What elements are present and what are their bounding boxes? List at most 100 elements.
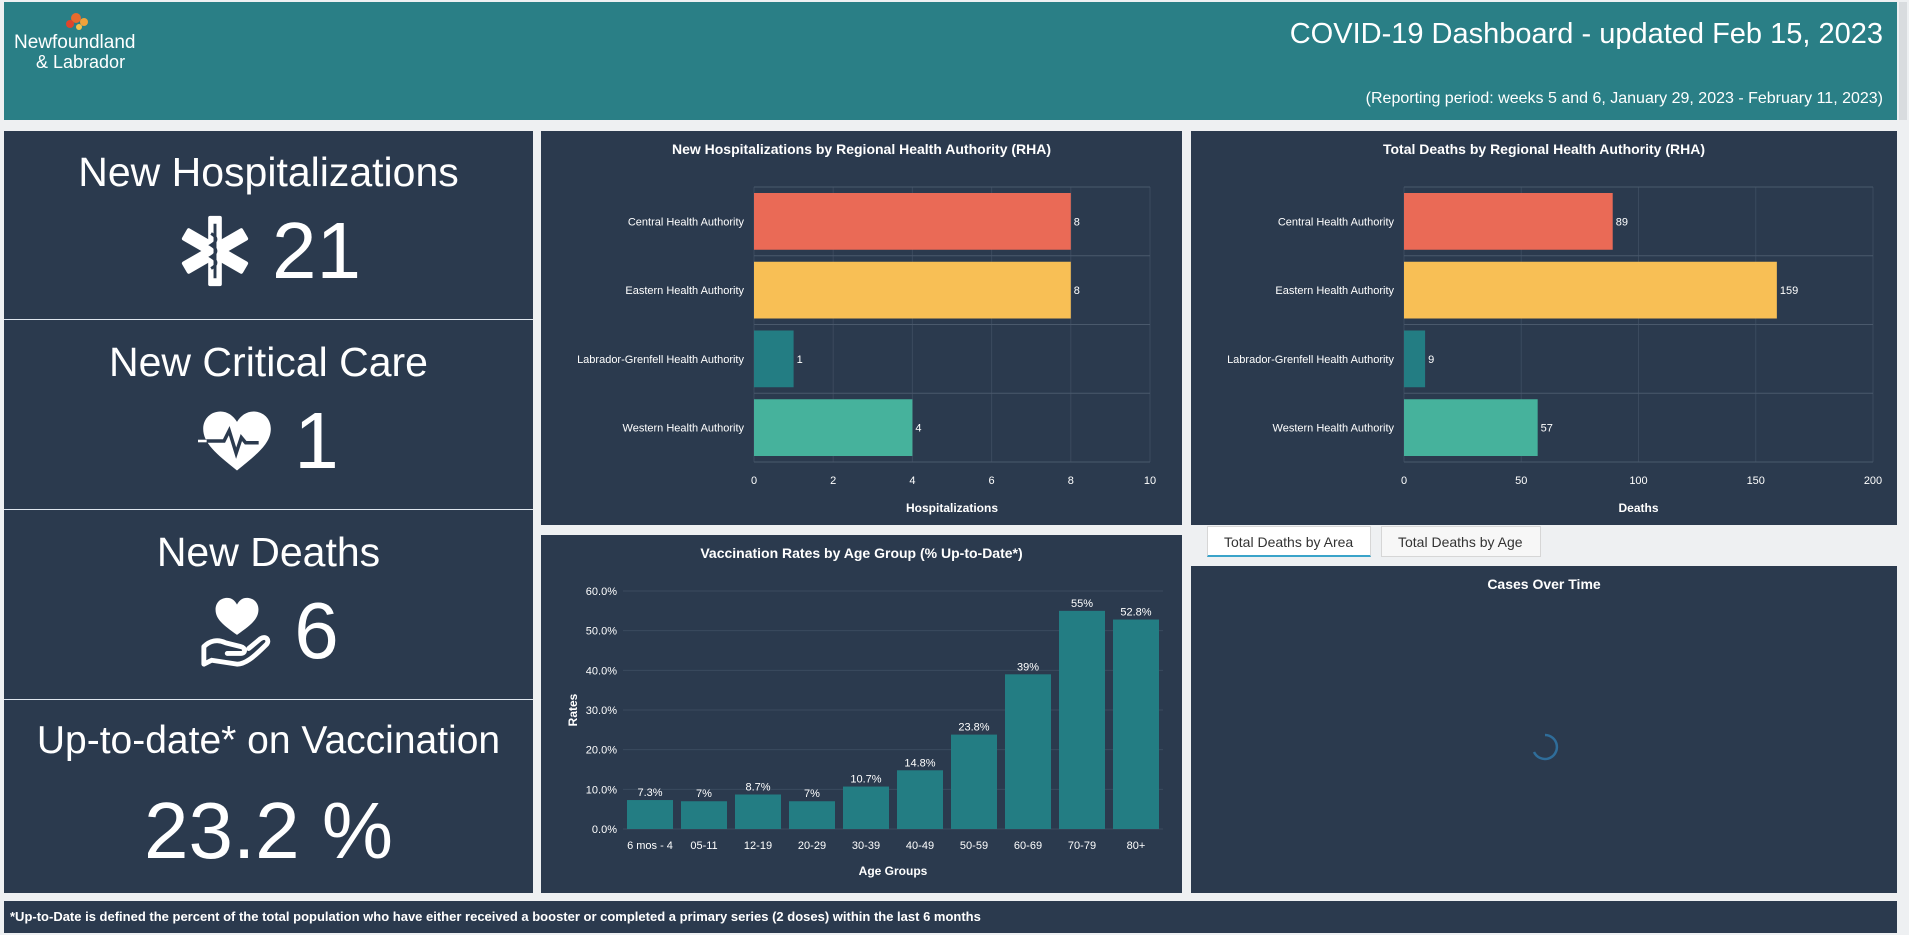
x-tick-label: 80+ xyxy=(1127,840,1146,852)
data-label: 57 xyxy=(1541,423,1553,435)
deaths-tabs: Total Deaths by Area Total Deaths by Age xyxy=(1207,526,1767,560)
x-tick-label: 40-49 xyxy=(906,840,934,852)
data-label: 39% xyxy=(1017,661,1039,673)
bar xyxy=(1005,674,1051,829)
kpi-value: 1 xyxy=(294,396,339,485)
x-tick-label: 100 xyxy=(1629,475,1647,487)
y-tick-label: 50.0% xyxy=(586,626,617,638)
bar xyxy=(1404,261,1777,319)
x-tick-label: 8 xyxy=(1068,475,1074,487)
chart-title: Vaccination Rates by Age Group (% Up-to-… xyxy=(700,545,1023,561)
kpi-value: 21 xyxy=(272,206,361,295)
kpi-value: 6 xyxy=(294,586,339,675)
data-label: 7% xyxy=(696,788,712,800)
page-title: COVID-19 Dashboard - updated Feb 15, 202… xyxy=(1289,18,1883,50)
data-label: 7% xyxy=(804,788,820,800)
kpi-title: Up-to-date* on Vaccination xyxy=(36,719,501,762)
category-label: Western Health Authority xyxy=(1273,423,1395,435)
chart-title: Total Deaths by Regional Health Authorit… xyxy=(1382,141,1705,157)
kpi-new-critical-care: New Critical Care 1 xyxy=(4,321,533,510)
kpi-title: New Hospitalizations xyxy=(78,149,459,195)
x-tick-label: 12-19 xyxy=(744,840,772,852)
bar xyxy=(1404,399,1538,456)
x-tick-label: 4 xyxy=(909,475,915,487)
kpi-column: New Hospitalizations 21 New Critical Car… xyxy=(4,131,533,893)
y-tick-label: 20.0% xyxy=(586,745,617,757)
x-tick-label: 6 xyxy=(989,475,995,487)
x-tick-label: 05-11 xyxy=(690,840,717,852)
x-axis-title: Age Groups xyxy=(859,864,928,878)
bar xyxy=(681,801,727,829)
vaccination-chart-panel: Vaccination Rates by Age Group (% Up-to-… xyxy=(541,535,1182,893)
bar xyxy=(843,786,889,829)
newfoundland-labrador-logo[interactable]: Newfoundland & Labrador xyxy=(8,8,148,78)
y-tick-label: 30.0% xyxy=(586,705,617,717)
x-tick-label: 70-79 xyxy=(1068,840,1096,852)
data-label: 159 xyxy=(1780,285,1798,297)
kpi-title: New Deaths xyxy=(156,529,381,575)
tab-total-deaths-by-area[interactable]: Total Deaths by Area xyxy=(1207,526,1371,557)
x-axis-title: Hospitalizations xyxy=(906,501,998,515)
data-label: 52.8% xyxy=(1120,607,1151,619)
deaths-chart-panel: Total Deaths by Regional Health Authorit… xyxy=(1191,131,1897,525)
x-tick-label: 10 xyxy=(1144,475,1156,487)
y-tick-label: 60.0% xyxy=(586,586,617,598)
bar xyxy=(789,801,835,829)
y-tick-label: 0.0% xyxy=(592,824,617,836)
category-label: Eastern Health Authority xyxy=(1275,285,1394,297)
data-label: 7.3% xyxy=(637,787,662,799)
vaccination-bar-chart: 0.0% 10.0% 20.0% 30.0% 40.0% 50.0% 60.0% 7.3% 6 … xyxy=(566,586,1163,878)
tab-total-deaths-by-age[interactable]: Total Deaths by Age xyxy=(1381,526,1541,557)
x-tick-label: 50 xyxy=(1515,475,1527,487)
kpi-title: New Critical Care xyxy=(109,339,428,385)
header-scrollbar[interactable] xyxy=(1899,2,1907,120)
dashboard-header: Newfoundland & Labrador COVID-19 Dashboa… xyxy=(4,2,1897,120)
bar xyxy=(1113,619,1159,829)
data-label: 89 xyxy=(1616,216,1628,228)
y-tick-label: 40.0% xyxy=(586,665,617,677)
data-label: 9 xyxy=(1428,354,1434,366)
x-tick-label: 2 xyxy=(830,475,836,487)
bar xyxy=(951,734,997,829)
footer-note: *Up-to-Date is defined the percent of th… xyxy=(10,909,981,924)
hand-holding-heart-icon xyxy=(201,597,271,667)
data-label: 8 xyxy=(1074,285,1080,297)
bar xyxy=(754,193,1071,250)
hospitalizations-chart-panel: New Hospitalizations by Regional Health … xyxy=(541,131,1182,525)
footer-note-bar: *Up-to-Date is defined the percent of th… xyxy=(4,901,1897,933)
kpi-new-deaths: New Deaths 6 xyxy=(4,511,533,700)
bar xyxy=(754,399,913,456)
y-tick-label: 10.0% xyxy=(586,784,617,796)
data-label: 10.7% xyxy=(850,774,881,786)
reporting-period: (Reporting period: weeks 5 and 6, Januar… xyxy=(1365,90,1883,107)
x-tick-label: 20-29 xyxy=(798,840,826,852)
bar xyxy=(1404,193,1613,250)
category-label: Labrador-Grenfell Health Authority xyxy=(577,354,744,366)
hospitalizations-bar-chart: 0 2 4 6 8 10 Central Health Authority 8 Eastern … xyxy=(577,186,1156,515)
data-label: 8.7% xyxy=(745,781,770,793)
data-label: 23.8% xyxy=(958,722,989,734)
data-label: 8 xyxy=(1074,216,1080,228)
x-axis-title: Deaths xyxy=(1618,501,1658,515)
category-label: Western Health Authority xyxy=(623,423,745,435)
category-label: Eastern Health Authority xyxy=(625,285,744,297)
x-tick-label: 0 xyxy=(751,475,757,487)
bar xyxy=(1059,610,1105,829)
kpi-up-to-date-vaccination: Up-to-date* on Vaccination 23.2 % xyxy=(4,701,533,893)
data-label: 55% xyxy=(1071,598,1093,610)
x-tick-label: 200 xyxy=(1864,475,1882,487)
x-tick-label: 6 mos - 4 xyxy=(627,840,673,852)
x-tick-label: 0 xyxy=(1401,475,1407,487)
kpi-value: 23.2 % xyxy=(143,786,394,875)
chart-title: Cases Over Time xyxy=(1487,576,1601,592)
category-label: Labrador-Grenfell Health Authority xyxy=(1227,354,1394,366)
chart-title: New Hospitalizations by Regional Health … xyxy=(671,141,1052,157)
pitcher-plant-icon xyxy=(66,13,88,30)
category-label: Central Health Authority xyxy=(628,216,745,228)
category-label: Central Health Authority xyxy=(1278,216,1395,228)
heart-pulse-icon xyxy=(198,411,272,471)
data-label: 4 xyxy=(915,423,921,435)
loading-spinner-icon xyxy=(1532,733,1559,761)
bar xyxy=(754,330,794,388)
deaths-bar-chart: 0 50 100 150 200 Central Health Authority 89 Ea… xyxy=(1227,186,1882,515)
